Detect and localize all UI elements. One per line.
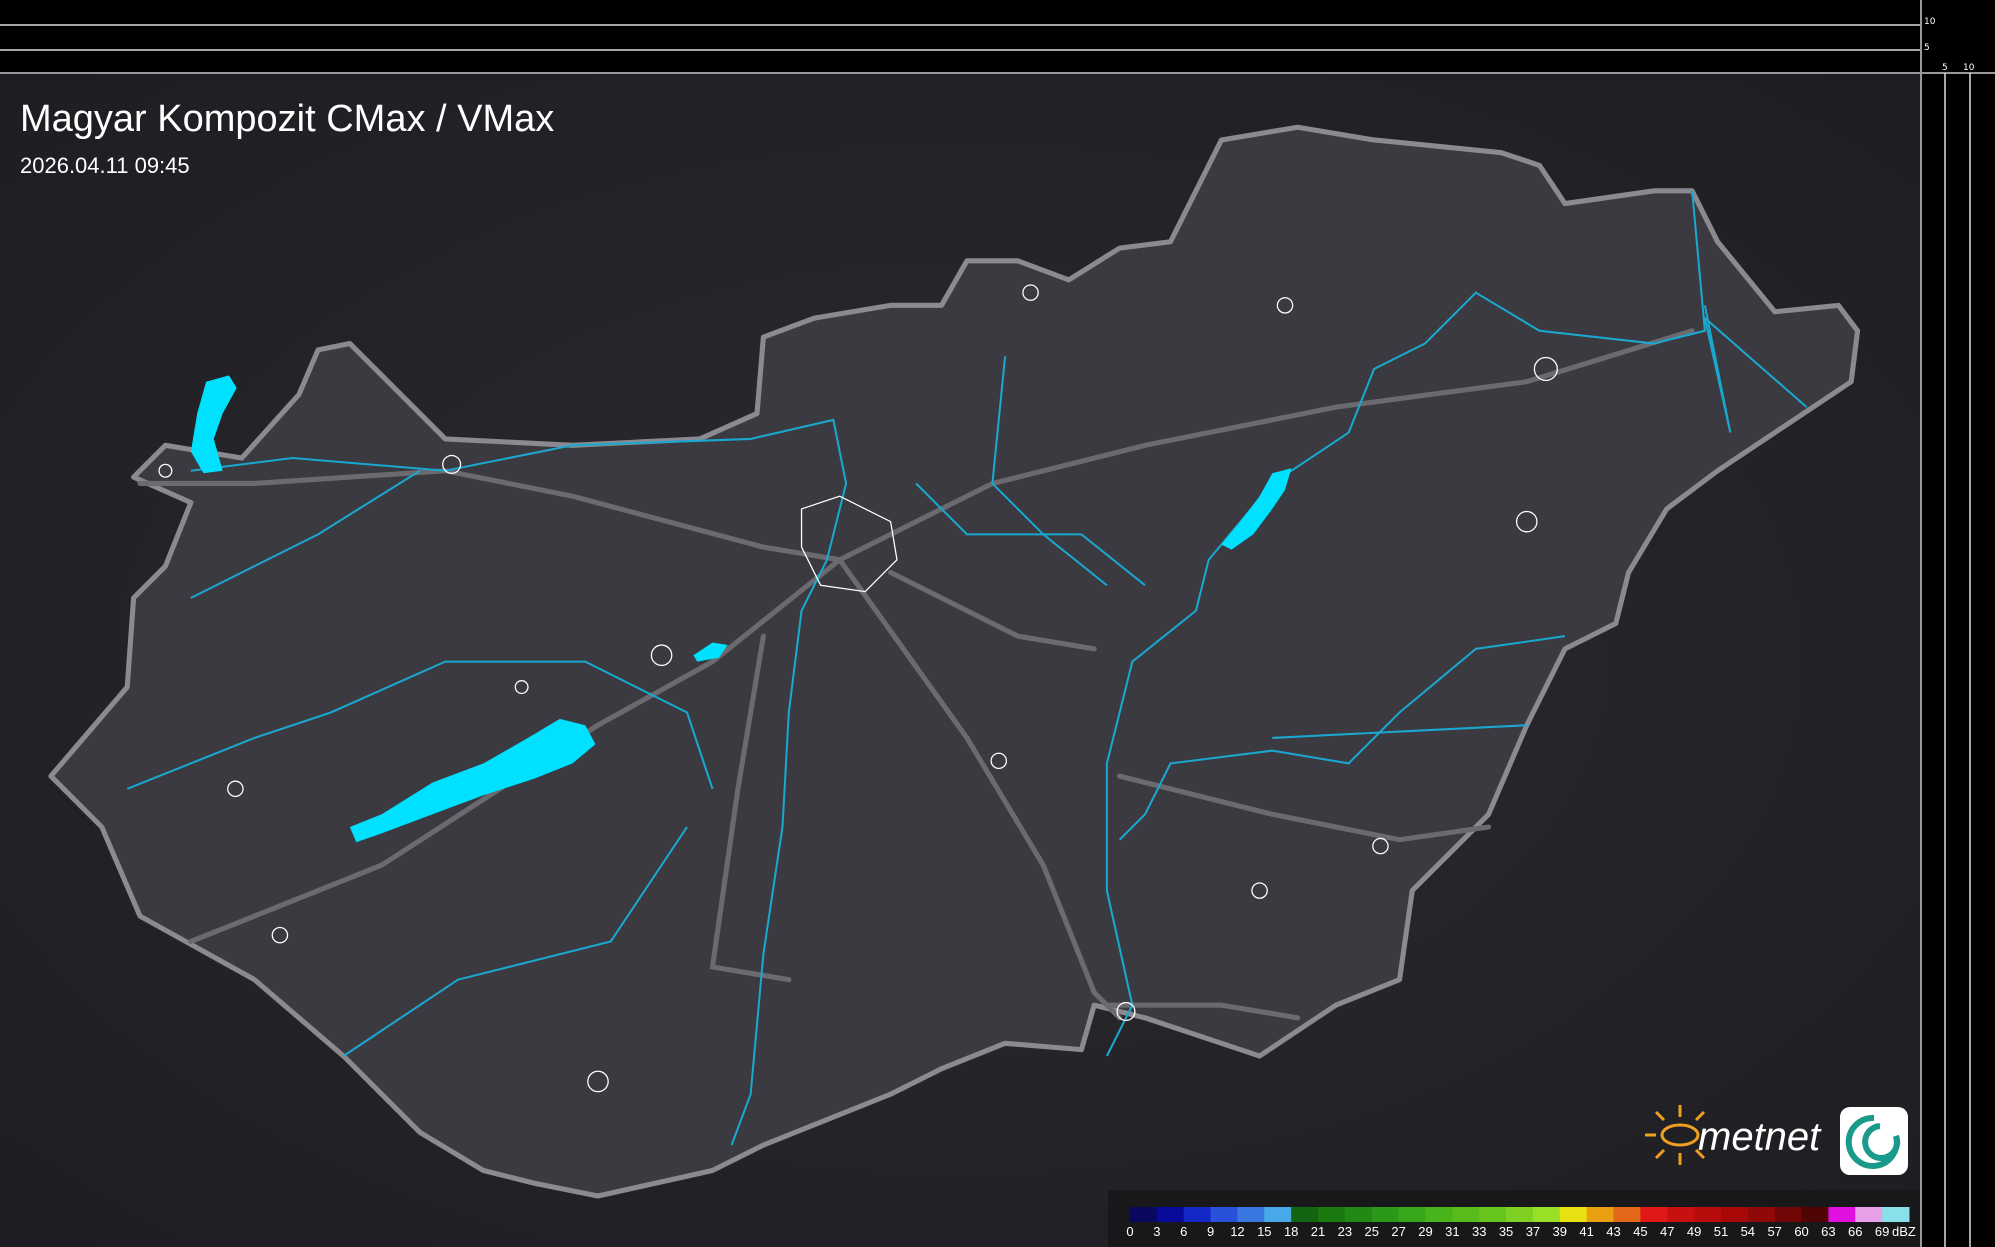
axis-label-h5: 5 [1942, 63, 1948, 73]
legend-swatch [1559, 1207, 1588, 1222]
legend-swatch [1613, 1207, 1641, 1222]
legend-swatch [1855, 1207, 1883, 1222]
legend-label: 51 [1714, 1224, 1728, 1239]
legend-swatch [1344, 1207, 1373, 1222]
legend-label: 63 [1821, 1224, 1835, 1239]
map-title: Magyar Kompozit CMax / VMax [20, 98, 554, 140]
legend-label: 31 [1445, 1224, 1459, 1239]
legend-label: 33 [1472, 1224, 1486, 1239]
legend-label: 45 [1633, 1224, 1647, 1239]
legend-label: 15 [1257, 1224, 1271, 1239]
legend-swatch [1371, 1207, 1400, 1222]
legend-label: 66 [1848, 1224, 1862, 1239]
roads [137, 328, 1695, 1021]
legend-label: 47 [1660, 1224, 1674, 1239]
axis-label-h10: 10 [1963, 63, 1975, 73]
legend-swatch [1291, 1207, 1319, 1222]
lake-neusiedl [190, 375, 237, 474]
legend-label: 41 [1579, 1224, 1593, 1239]
legend-label: 3 [1153, 1224, 1160, 1239]
legend-labels: 0 3 6 9 12 15 18 21 23 25 27 29 31 33 35 37 39 41 43 45 47 49… [1126, 1224, 1889, 1239]
legend-swatch [1774, 1207, 1803, 1222]
legend-label: 23 [1338, 1224, 1352, 1239]
legend-swatch [1479, 1207, 1507, 1222]
legend-swatch [1183, 1207, 1212, 1222]
hungary-outline [48, 124, 1861, 1199]
lake-tisza [1221, 468, 1292, 550]
legend-swatch [1640, 1207, 1668, 1222]
metnet-logo: metnet [1645, 1105, 1908, 1175]
legend-swatch [1720, 1207, 1749, 1222]
axis-label-10: 10 [1924, 17, 1936, 27]
legend-label: 39 [1553, 1224, 1567, 1239]
legend-label: 0 [1126, 1224, 1133, 1239]
lake-velence [693, 642, 728, 662]
lake-balaton [349, 718, 596, 843]
legend-swatch [1264, 1207, 1292, 1222]
legend-swatch [1586, 1207, 1615, 1222]
swirl-icon [1845, 1114, 1901, 1169]
legend-swatches [1130, 1207, 1910, 1222]
rivers [126, 190, 1808, 1146]
legend-label: 29 [1418, 1224, 1432, 1239]
legend-unit: dBZ [1892, 1224, 1916, 1239]
legend-swatch [1747, 1207, 1776, 1222]
legend-swatch [1237, 1207, 1265, 1222]
legend-label: 37 [1526, 1224, 1540, 1239]
legend-swatch [1532, 1207, 1561, 1222]
settlements [158, 284, 1558, 1093]
legend-swatch [1694, 1207, 1722, 1222]
legend-label: 6 [1180, 1224, 1187, 1239]
budapest-outline [800, 495, 898, 593]
legend-label: 43 [1606, 1224, 1620, 1239]
legend-swatch [1452, 1207, 1480, 1222]
sun-icon [1645, 1105, 1706, 1165]
lakes [190, 375, 1292, 843]
legend-swatch [1156, 1207, 1185, 1222]
legend-label: 57 [1767, 1224, 1781, 1239]
legend-swatch [1667, 1207, 1695, 1222]
legend-swatch [1506, 1207, 1534, 1222]
legend-swatch [1398, 1207, 1426, 1222]
legend-label: 9 [1207, 1224, 1214, 1239]
legend-swatch [1318, 1207, 1346, 1222]
legend-label: 35 [1499, 1224, 1513, 1239]
legend-label: 69 [1875, 1224, 1889, 1239]
legend-label: 60 [1794, 1224, 1808, 1239]
map-datetime: 2026.04.11 09:45 [20, 153, 190, 178]
legend-swatch [1828, 1207, 1856, 1222]
legend-label: 12 [1230, 1224, 1244, 1239]
axis-label-5: 5 [1924, 43, 1930, 53]
legend-swatch [1801, 1207, 1829, 1222]
legend-label: 27 [1391, 1224, 1405, 1239]
logo-text: metnet [1698, 1115, 1822, 1159]
legend-label: 49 [1687, 1224, 1701, 1239]
legend-label: 21 [1311, 1224, 1325, 1239]
legend-swatch [1425, 1207, 1453, 1222]
legend-swatch [1882, 1207, 1910, 1222]
legend-swatch [1210, 1207, 1238, 1222]
legend-label: 25 [1365, 1224, 1379, 1239]
legend-swatch [1130, 1207, 1158, 1222]
legend-label: 18 [1284, 1224, 1298, 1239]
legend-label: 54 [1741, 1224, 1755, 1239]
